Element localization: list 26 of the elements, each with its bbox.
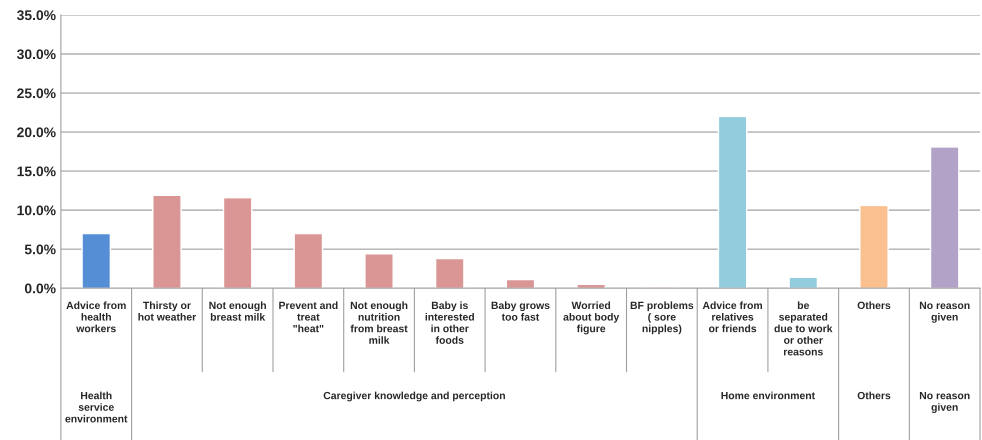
x-tick-label: be separated due to work or other reasons <box>774 301 833 356</box>
x-tick-label: Others <box>858 301 890 310</box>
x-tick-label: Not enough nutrition from breast milk <box>350 301 408 344</box>
x-tick-label: Thirsty or hot weather <box>138 301 196 321</box>
x-tick-label: Advice from relatives or friends <box>702 301 762 332</box>
x-tick-label: Baby grows too fast <box>492 301 550 321</box>
x-tick-label: Not enough breast milk <box>209 301 266 321</box>
text: Others <box>858 392 890 400</box>
y-tick-label: 20.0% <box>17 127 56 138</box>
x-tick-label: Worried about body figure <box>563 301 620 334</box>
y-tick-label: 30.0% <box>16 49 56 60</box>
text: Health service environment <box>65 392 128 422</box>
y-tick-label: 25.0% <box>17 88 56 98</box>
text: No reason given <box>920 392 970 413</box>
x-tick-label: Advice from health workers <box>66 301 126 332</box>
text: Caregiver knowledge and perception <box>324 392 505 402</box>
x-tick-label: No reason given <box>920 302 970 323</box>
x-tick-label: Prevent and treat "heat" <box>279 301 338 332</box>
text: Home environment <box>721 392 815 400</box>
x-tick-label: BF problems ( sore nipples) <box>630 301 694 334</box>
y-tick-label: 35.0% <box>16 10 56 20</box>
y-tick-label: 0.0% <box>24 284 56 294</box>
y-tick-label: 15.0% <box>18 166 56 176</box>
y-tick-label: 5.0% <box>24 244 56 254</box>
x-tick-label: Baby is interested in other foods <box>426 301 474 344</box>
y-tick-label: 10.0% <box>18 205 56 216</box>
